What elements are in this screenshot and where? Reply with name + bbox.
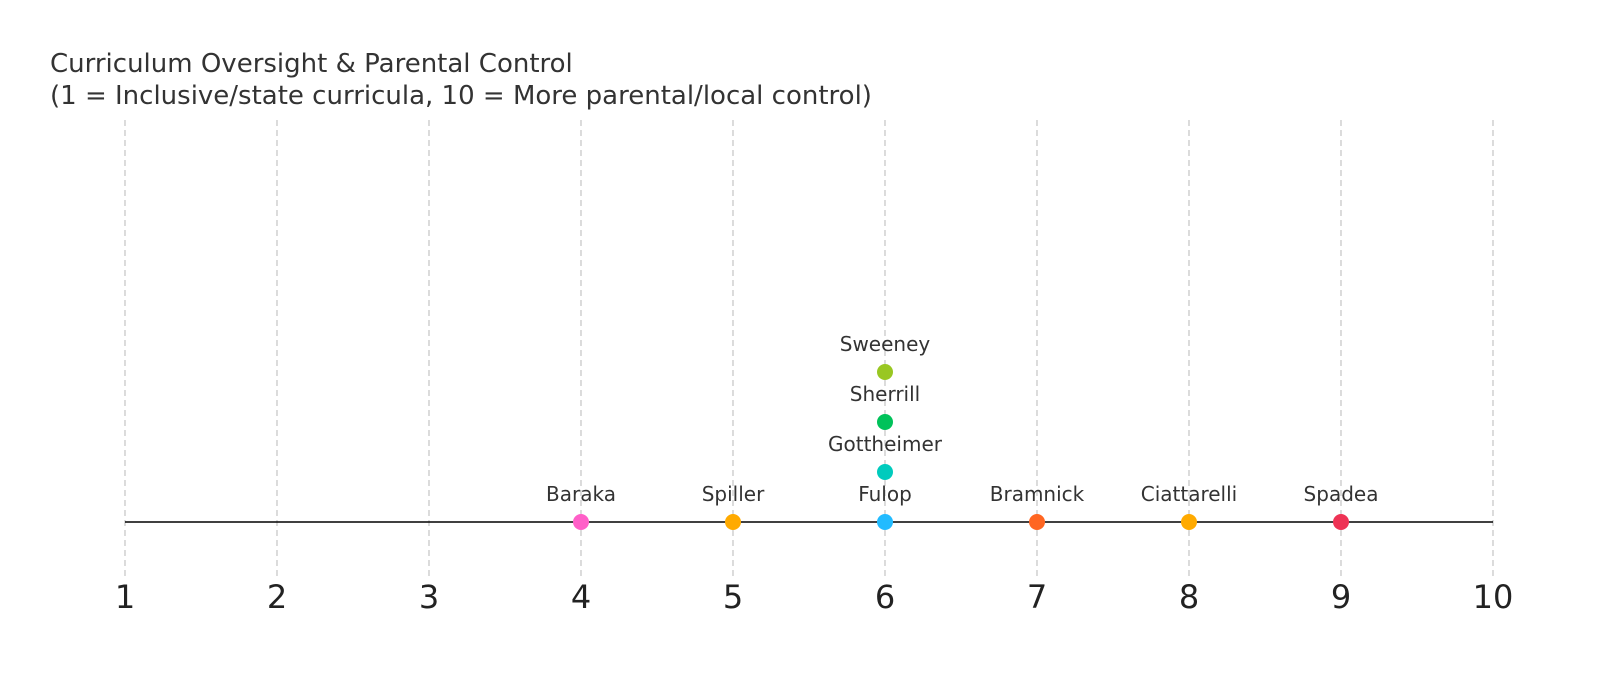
point-label: Sherrill bbox=[850, 382, 920, 406]
point-label: Spiller bbox=[702, 482, 765, 506]
data-point bbox=[725, 514, 741, 530]
data-point bbox=[877, 464, 893, 480]
tick-label: 1 bbox=[115, 578, 135, 616]
tick-label: 10 bbox=[1473, 578, 1514, 616]
gridlines bbox=[124, 120, 1494, 580]
data-point bbox=[877, 514, 893, 530]
point-label: Bramnick bbox=[990, 482, 1085, 506]
tick-label: 5 bbox=[723, 578, 743, 616]
data-point bbox=[1029, 514, 1045, 530]
tick-label: 2 bbox=[267, 578, 287, 616]
tick-labels: 1 2 3 4 5 6 7 8 9 10 bbox=[115, 578, 1514, 616]
chart-title: Curriculum Oversight & Parental Control bbox=[50, 49, 573, 79]
tick-label: 8 bbox=[1179, 578, 1199, 616]
tick-label: 4 bbox=[571, 578, 591, 616]
data-point bbox=[1333, 514, 1349, 530]
tick-label: 7 bbox=[1027, 578, 1047, 616]
point-label: Fulop bbox=[858, 482, 912, 506]
point-label: Sweeney bbox=[840, 332, 931, 356]
data-points bbox=[573, 364, 1349, 530]
point-label: Gottheimer bbox=[828, 432, 943, 456]
tick-label: 3 bbox=[419, 578, 439, 616]
point-labels: Baraka Spiller Fulop Gottheimer Sherrill Swee… bbox=[546, 332, 1378, 506]
point-label: Ciattarelli bbox=[1141, 482, 1237, 506]
chart-subtitle: (1 = Inclusive/state curricula, 10 = Mor… bbox=[50, 81, 872, 111]
data-point bbox=[877, 414, 893, 430]
point-label: Baraka bbox=[546, 482, 616, 506]
data-point bbox=[1181, 514, 1197, 530]
tick-label: 9 bbox=[1331, 578, 1351, 616]
data-point bbox=[573, 514, 589, 530]
point-label: Spadea bbox=[1304, 482, 1379, 506]
data-point bbox=[877, 364, 893, 380]
tick-label: 6 bbox=[875, 578, 895, 616]
